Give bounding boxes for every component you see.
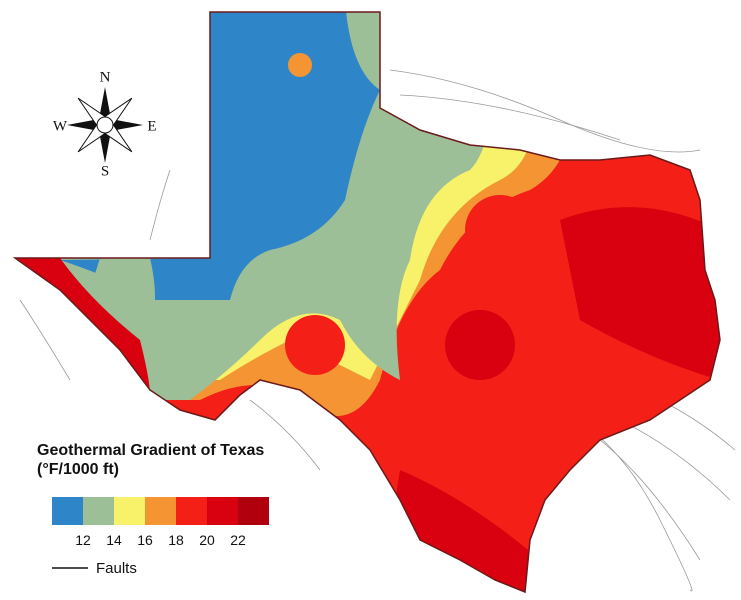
legend-tick-label: 12 (75, 532, 91, 548)
legend-swatch (83, 497, 114, 525)
compass-s: S (101, 163, 109, 179)
legend-title: Geothermal Gradient of Texas (37, 442, 264, 459)
legend-tick-label: 22 (230, 532, 246, 548)
legend-swatch (176, 497, 207, 525)
legend-tick-label: 16 (137, 532, 153, 548)
state-outline (12, 11, 721, 594)
compass-n: N (100, 69, 111, 85)
legend-swatch (114, 497, 145, 525)
legend-units: (°F/1000 ft) (37, 461, 119, 478)
compass-w: W (53, 118, 68, 134)
legend-tick-label: 14 (106, 532, 122, 548)
legend-swatch (52, 497, 83, 525)
compass-e: E (147, 118, 156, 134)
faults-label: Faults (96, 560, 137, 577)
legend: 12 14 16 18 20 22 (52, 497, 269, 548)
legend-tick-label: 18 (168, 532, 184, 548)
legend-swatch (207, 497, 238, 525)
legend-swatch (238, 497, 269, 525)
compass-rose (67, 87, 143, 163)
legend-tick-label: 20 (199, 532, 215, 548)
legend-swatch (145, 497, 176, 525)
